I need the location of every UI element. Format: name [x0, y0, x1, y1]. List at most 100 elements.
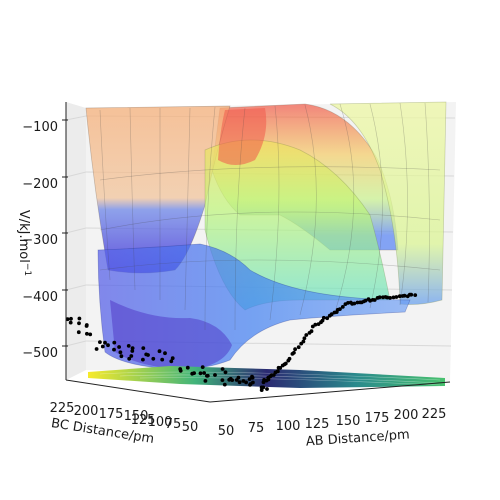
trajectory-point	[163, 351, 167, 356]
trajectory-point	[409, 292, 414, 297]
trajectory-point	[126, 344, 131, 348]
x-axis-line	[209, 381, 451, 403]
trajectory-point	[329, 312, 334, 317]
trajectory-point	[198, 371, 203, 376]
trajectory-point	[237, 380, 242, 385]
trajectory-point	[313, 322, 318, 327]
trajectory-point	[129, 354, 134, 358]
trajectory-point	[77, 316, 82, 321]
trajectory-point	[106, 343, 110, 348]
trajectory-point	[248, 382, 253, 386]
trajectory-point	[397, 294, 402, 299]
y-tick-label: 100	[148, 415, 173, 430]
z-tick-label: −100	[22, 120, 58, 135]
trajectory-point	[265, 387, 269, 391]
trajectory-point	[338, 307, 342, 311]
trajectory-point	[119, 354, 124, 359]
x-tick-label: 100	[276, 419, 301, 434]
trajectory-point	[203, 379, 208, 383]
z-axis-label: V/kJ.mol−1	[16, 210, 32, 276]
trajectory-point	[413, 293, 418, 297]
y-tick-label: 200	[74, 404, 99, 419]
y-tick-label: 175	[99, 407, 124, 422]
x-axis-label: AB Distance/pm	[305, 427, 410, 449]
trajectory-point	[141, 357, 145, 362]
trajectory-point	[100, 344, 105, 349]
trajectory-point	[88, 332, 93, 337]
trajectory-point	[98, 340, 102, 344]
trajectory-point	[304, 333, 309, 337]
z-tick-label: −500	[22, 346, 58, 361]
y-tick-label: 125	[131, 413, 156, 428]
surface-valley	[97, 243, 411, 370]
trajectory-point	[377, 295, 382, 300]
trajectory-point	[325, 316, 330, 321]
trajectory-point	[84, 324, 89, 328]
trajectory-point	[130, 346, 135, 350]
trajectory-scatter	[65, 292, 418, 392]
trajectory-point	[169, 359, 174, 364]
y-axis: 225 200 175 150 125 100 75 50 BC Distanc…	[50, 401, 199, 447]
z-tick-label: −400	[22, 290, 58, 305]
x-axis: 50 75 100 125 150 175 200 225 AB Distanc…	[218, 407, 447, 450]
trajectory-point	[94, 347, 99, 351]
trajectory-point	[388, 296, 392, 300]
trajectory-point	[385, 295, 390, 300]
axes	[65, 102, 451, 403]
trajectory-point	[112, 340, 117, 345]
trajectory-point	[118, 350, 123, 355]
trajectory-point	[65, 317, 70, 322]
trajectory-point	[321, 315, 326, 320]
y-tick-label: 50	[182, 420, 199, 435]
potential-surface	[85, 101, 447, 370]
trajectory-point	[68, 320, 73, 325]
trajectory-point	[275, 369, 280, 373]
trajectory-point	[309, 329, 314, 334]
trajectory-point	[112, 347, 116, 352]
trajectory-point	[117, 345, 121, 349]
trajectory-point	[151, 356, 156, 361]
x-tick-label: 50	[218, 424, 235, 439]
trajectory-point	[363, 298, 368, 303]
y-tick-label: 150	[124, 409, 149, 424]
surface-ridge-peak	[218, 108, 267, 165]
x-tick-label: 150	[336, 414, 361, 429]
trajectory-point	[130, 349, 135, 353]
trajectory-point	[352, 301, 357, 306]
x-tick-label: 125	[305, 417, 330, 432]
trajectory-point	[340, 305, 345, 309]
trajectory-point	[213, 373, 217, 377]
trajectory-point	[220, 367, 225, 371]
x-tick-label: 225	[422, 407, 447, 422]
y-axis-line	[65, 379, 211, 403]
left-pane	[66, 102, 86, 380]
trajectory-point	[200, 365, 205, 369]
trajectory-point	[394, 295, 399, 299]
trajectory-point	[146, 353, 150, 357]
trajectory-point	[160, 357, 165, 362]
x-tick-label: 75	[248, 421, 265, 436]
surface-mesh	[99, 102, 441, 331]
z-tick-label: −300	[22, 233, 58, 248]
surface-right-wall	[329, 101, 447, 305]
trajectory-point	[247, 377, 252, 381]
trajectory-point	[227, 377, 232, 382]
trajectory-point	[372, 298, 377, 302]
trajectory-point	[250, 374, 254, 379]
trajectory-point	[259, 388, 264, 392]
trajectory-point	[391, 295, 396, 300]
trajectory-point	[302, 336, 307, 341]
surface-well	[110, 300, 232, 370]
trajectory-point	[127, 356, 132, 361]
z-tick-label: −200	[22, 177, 58, 192]
trajectory-point	[85, 331, 89, 336]
trajectory-point	[77, 321, 81, 326]
z-axis: −100 −200 −300 −400 −500 V/kJ.mol−1	[16, 119, 68, 361]
trajectory-point	[402, 293, 407, 298]
trajectory-point	[170, 356, 175, 361]
trajectory-point	[103, 340, 107, 345]
trajectory-point	[244, 380, 249, 385]
trajectory-point	[69, 316, 73, 321]
trajectory-point	[205, 374, 209, 378]
